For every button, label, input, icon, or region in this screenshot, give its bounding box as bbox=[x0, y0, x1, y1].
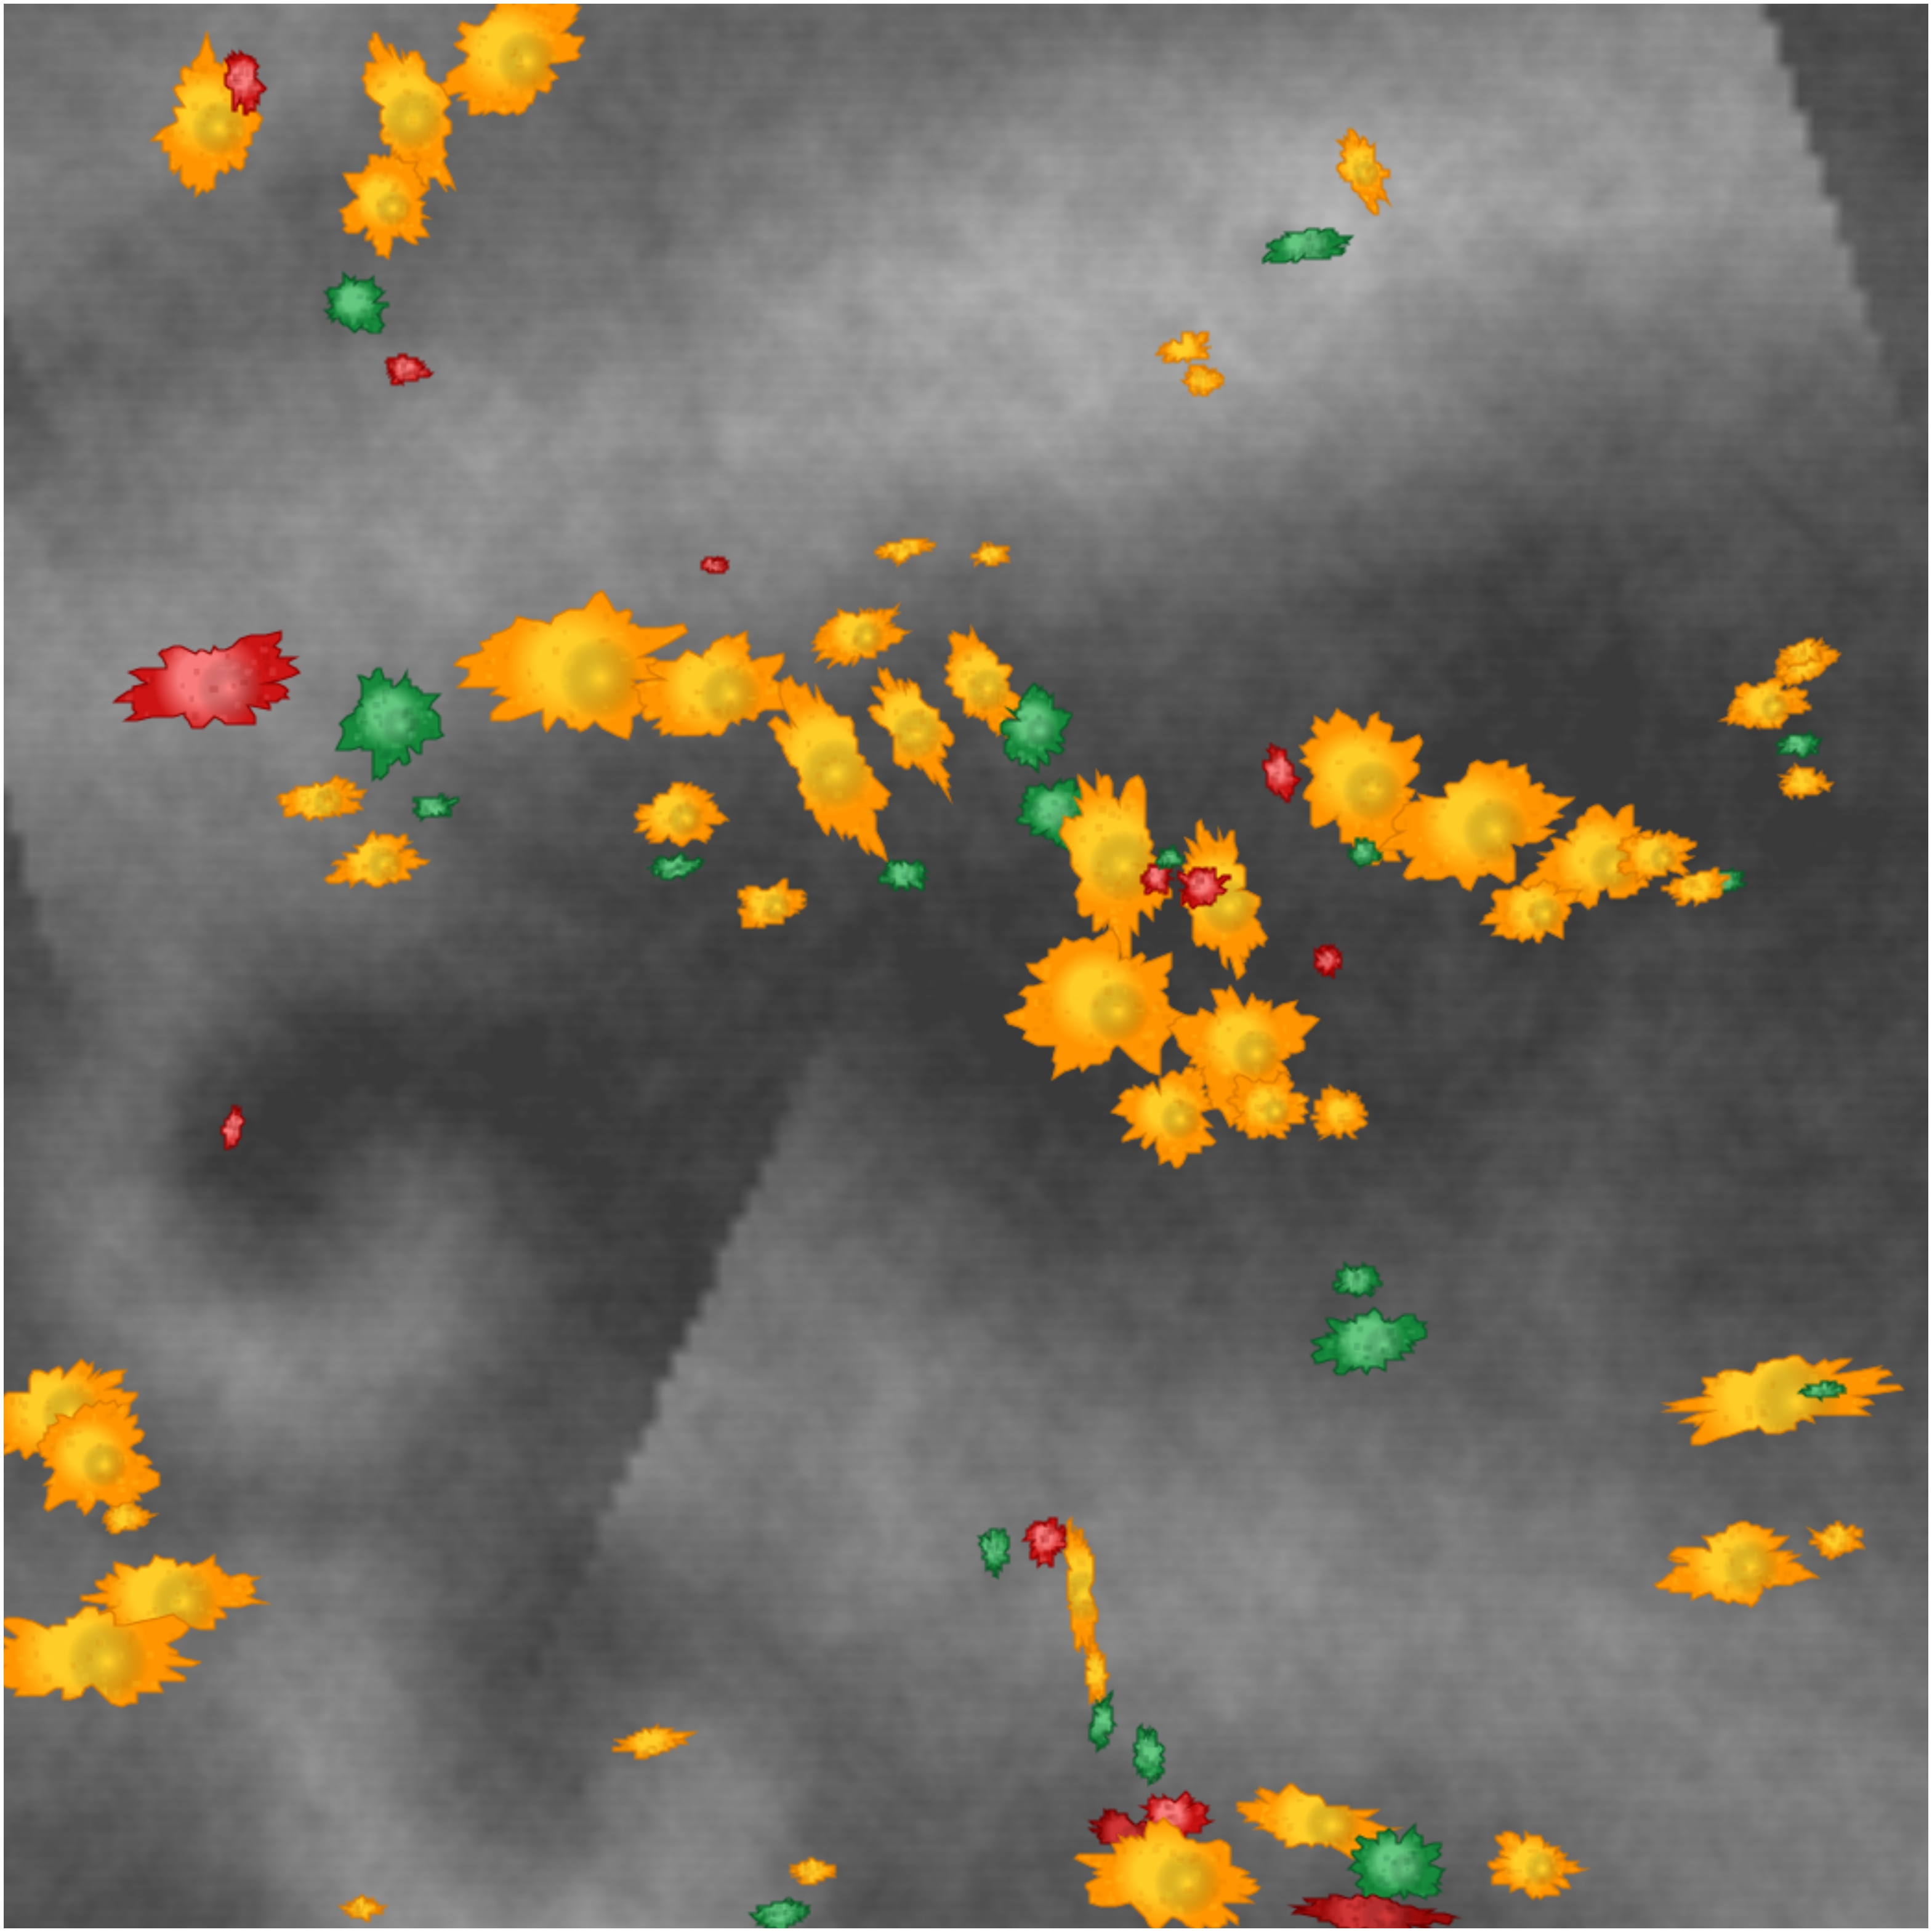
classified-cluster-polygons bbox=[0, 0, 1932, 1932]
cloud-cluster-overlay-layer bbox=[0, 0, 1932, 1932]
satellite-image-viewer[interactable]: Geostationary Infrared Satellite Image w… bbox=[0, 0, 1932, 1932]
